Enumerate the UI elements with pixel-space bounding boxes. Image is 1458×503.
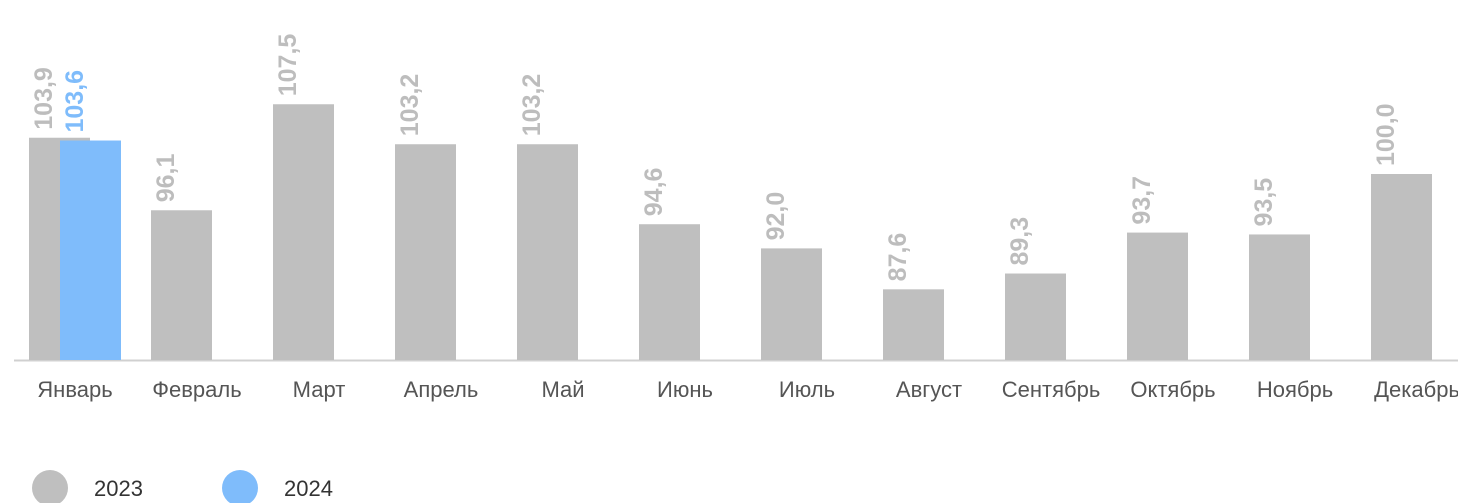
x-tick-label: Июнь: [657, 377, 713, 402]
value-label: 103,9: [30, 67, 58, 130]
value-label: 94,6: [640, 168, 668, 217]
bar: [1371, 174, 1432, 360]
x-tick-label: Март: [293, 377, 346, 402]
value-label: 92,0: [762, 192, 790, 241]
value-label: 103,6: [61, 70, 89, 133]
bar: [151, 210, 212, 360]
bar: [1127, 232, 1188, 360]
value-label: 107,5: [274, 34, 302, 97]
x-tick-label: Ноябрь: [1257, 377, 1333, 402]
x-tick-label: Август: [896, 377, 962, 402]
x-tick-label: Февраль: [152, 377, 241, 402]
value-label: 103,2: [396, 74, 424, 137]
bar: [273, 104, 334, 360]
bar: [883, 289, 944, 360]
x-tick-label: Апрель: [404, 377, 479, 402]
value-label: 93,7: [1128, 176, 1156, 225]
bar: [517, 144, 578, 360]
value-label: 103,2: [518, 74, 546, 137]
bar: [761, 248, 822, 360]
bar: [395, 144, 456, 360]
bar: [1005, 273, 1066, 360]
bar: [60, 140, 121, 360]
x-tick-label: Октябрь: [1130, 377, 1215, 402]
x-tick-label: Май: [541, 377, 584, 402]
value-label: 89,3: [1006, 217, 1034, 266]
bar: [639, 224, 700, 360]
value-label: 100,0: [1372, 103, 1400, 166]
x-tick-label: Сентябрь: [1002, 377, 1101, 402]
legend-marker: [222, 470, 258, 503]
legend-label: 2023: [94, 476, 143, 501]
value-label: 87,6: [884, 233, 912, 282]
x-tick-label: Январь: [37, 377, 112, 402]
x-tick-label: Декабрь: [1374, 377, 1458, 402]
value-label: 96,1: [152, 154, 180, 203]
bar: [1249, 234, 1310, 360]
value-label: 93,5: [1250, 178, 1278, 227]
x-tick-label: Июль: [779, 377, 835, 402]
legend-marker: [32, 470, 68, 503]
legend-label: 2024: [284, 476, 333, 501]
